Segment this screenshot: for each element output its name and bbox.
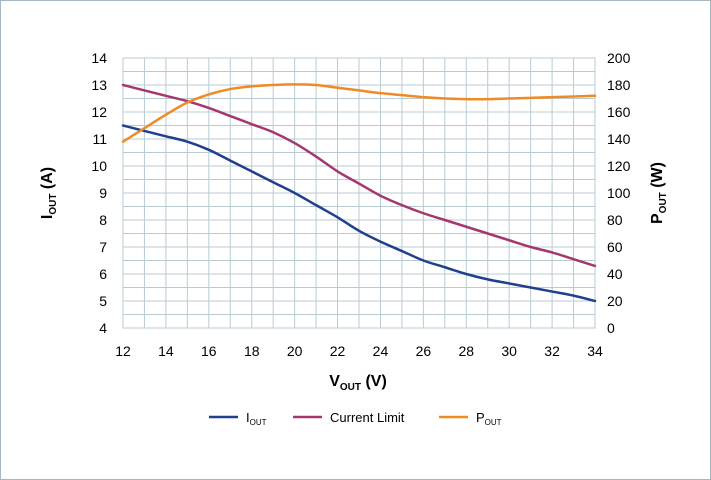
x-tick-label: 16 [201,343,217,359]
x-tick-label: 20 [287,343,303,359]
y-right-axis-ticks: 0 20 40 60 80 100 120 140 160 180 200 [607,50,631,336]
x-tick-label: 12 [115,343,131,359]
plot-border [122,57,596,329]
y-left-tick-label: 9 [99,185,107,201]
x-tick-label: 30 [501,343,517,359]
series-line-iout [121,124,597,303]
x-axis-title: VOUT (V) [329,373,387,393]
series-line-current-limit [121,83,597,268]
y-left-tick-label: 8 [99,212,107,228]
y-right-tick-label: 160 [607,104,631,120]
x-tick-label: 32 [544,343,560,359]
y-left-tick-label: 6 [99,266,107,282]
y-right-tick-label: 120 [607,158,631,174]
series-line-pout [121,83,597,143]
y-left-axis-title: IOUT (A) [39,167,59,219]
x-tick-label: 14 [158,343,174,359]
legend-label-iout: IOUT [246,410,267,427]
x-tick-label: 24 [373,343,389,359]
y-left-tick-label: 12 [91,104,107,120]
y-right-tick-label: 200 [607,50,631,66]
y-left-axis-ticks: 4 5 6 7 8 9 10 11 12 13 14 [91,50,107,336]
series-lines [121,83,597,303]
y-left-tick-label: 13 [91,77,107,93]
x-axis-ticks: 12 14 16 18 20 22 24 26 28 30 32 34 [115,343,603,359]
legend-label-current-limit: Current Limit [330,410,405,425]
y-left-tick-label: 11 [92,131,107,147]
y-left-tick-label: 5 [99,293,107,309]
x-tick-label: 22 [330,343,346,359]
y-right-tick-label: 0 [607,320,615,336]
legend: IOUT Current Limit POUT [209,410,502,427]
y-right-axis-title: POUT (W) [649,162,669,224]
y-right-tick-label: 40 [607,266,623,282]
y-right-tick-label: 60 [607,239,623,255]
x-tick-label: 18 [244,343,260,359]
x-tick-label: 26 [416,343,432,359]
legend-label-pout: POUT [476,410,502,427]
y-right-tick-label: 20 [607,293,623,309]
y-left-tick-label: 7 [99,239,107,255]
grid [122,57,596,329]
y-left-tick-label: 10 [91,158,107,174]
y-right-tick-label: 80 [607,212,623,228]
y-left-tick-label: 14 [91,50,107,66]
y-left-tick-label: 4 [99,320,107,336]
y-right-tick-label: 180 [607,77,631,93]
x-tick-label: 34 [587,343,603,359]
y-right-tick-label: 140 [607,131,631,147]
x-tick-label: 28 [458,343,474,359]
y-right-tick-label: 100 [607,185,631,201]
